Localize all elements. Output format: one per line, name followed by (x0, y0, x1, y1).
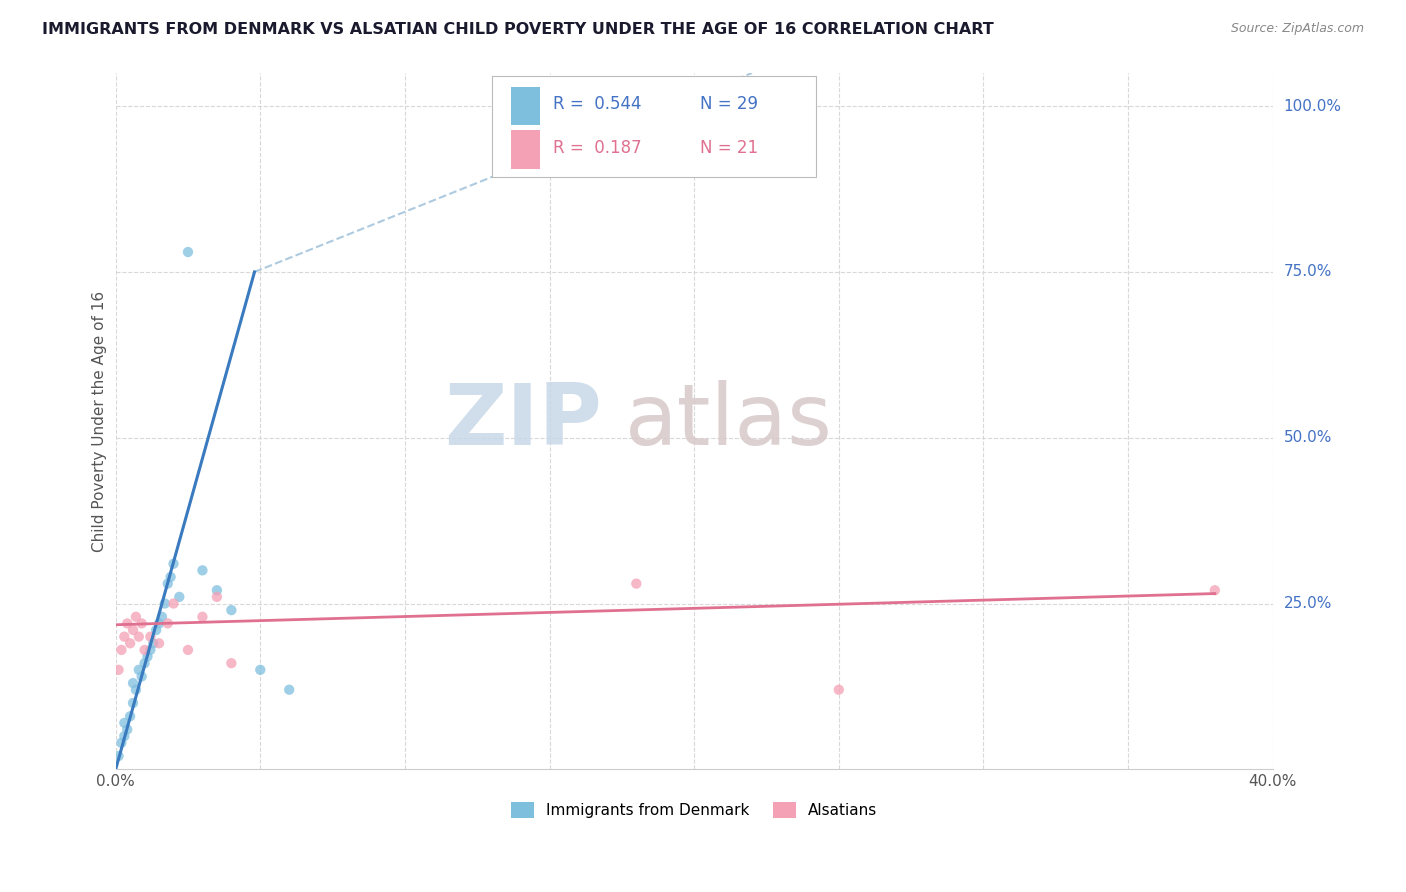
FancyBboxPatch shape (512, 87, 540, 126)
Text: IMMIGRANTS FROM DENMARK VS ALSATIAN CHILD POVERTY UNDER THE AGE OF 16 CORRELATIO: IMMIGRANTS FROM DENMARK VS ALSATIAN CHIL… (42, 22, 994, 37)
Point (191, 609, 214, 624)
Point (115, 616, 138, 631)
Point (205, 590, 228, 604)
Text: 75.0%: 75.0% (1284, 264, 1331, 279)
Point (136, 649, 159, 664)
Point (125, 609, 148, 624)
Point (221, 656, 243, 670)
Point (145, 623, 167, 637)
Point (125, 682, 148, 697)
Point (191, 563, 214, 577)
Point (156, 576, 179, 591)
Point (110, 643, 132, 657)
Point (148, 636, 170, 650)
Point (159, 570, 181, 584)
Point (131, 669, 153, 683)
Point (115, 723, 138, 737)
Point (162, 597, 184, 611)
Text: N = 29: N = 29 (700, 95, 758, 113)
Point (828, 682, 851, 697)
Point (128, 663, 150, 677)
Text: N = 21: N = 21 (700, 138, 758, 157)
Point (107, 749, 129, 764)
Point (1204, 583, 1226, 598)
Point (162, 557, 184, 571)
Point (278, 682, 301, 697)
Text: R =  0.544: R = 0.544 (553, 95, 641, 113)
Point (142, 636, 165, 650)
Point (112, 729, 135, 743)
Text: R =  0.187: R = 0.187 (553, 138, 641, 157)
Point (153, 597, 176, 611)
Point (112, 715, 135, 730)
Point (122, 676, 145, 690)
Text: 100.0%: 100.0% (1284, 99, 1341, 113)
FancyBboxPatch shape (512, 130, 540, 169)
Point (177, 643, 200, 657)
Point (205, 583, 228, 598)
Point (107, 663, 129, 677)
Legend: Immigrants from Denmark, Alsatians: Immigrants from Denmark, Alsatians (505, 797, 883, 824)
Point (122, 696, 145, 710)
Point (150, 609, 173, 624)
Point (122, 623, 145, 637)
Point (156, 616, 179, 631)
Point (131, 616, 153, 631)
Point (148, 616, 170, 631)
Text: 25.0%: 25.0% (1284, 596, 1331, 611)
Point (134, 656, 156, 670)
Point (221, 603, 243, 617)
Point (626, 576, 648, 591)
Point (139, 630, 162, 644)
Point (249, 663, 271, 677)
Point (120, 636, 142, 650)
Y-axis label: Child Poverty Under the Age of 16: Child Poverty Under the Age of 16 (93, 291, 107, 552)
Point (169, 590, 191, 604)
Point (110, 736, 132, 750)
Point (112, 630, 135, 644)
Point (120, 709, 142, 723)
Text: 50.0%: 50.0% (1284, 430, 1331, 445)
Text: ZIP: ZIP (444, 380, 602, 463)
Text: Source: ZipAtlas.com: Source: ZipAtlas.com (1230, 22, 1364, 36)
Point (177, 245, 200, 260)
FancyBboxPatch shape (492, 77, 815, 178)
Point (134, 643, 156, 657)
Point (128, 630, 150, 644)
Text: atlas: atlas (624, 380, 832, 463)
Point (139, 643, 162, 657)
